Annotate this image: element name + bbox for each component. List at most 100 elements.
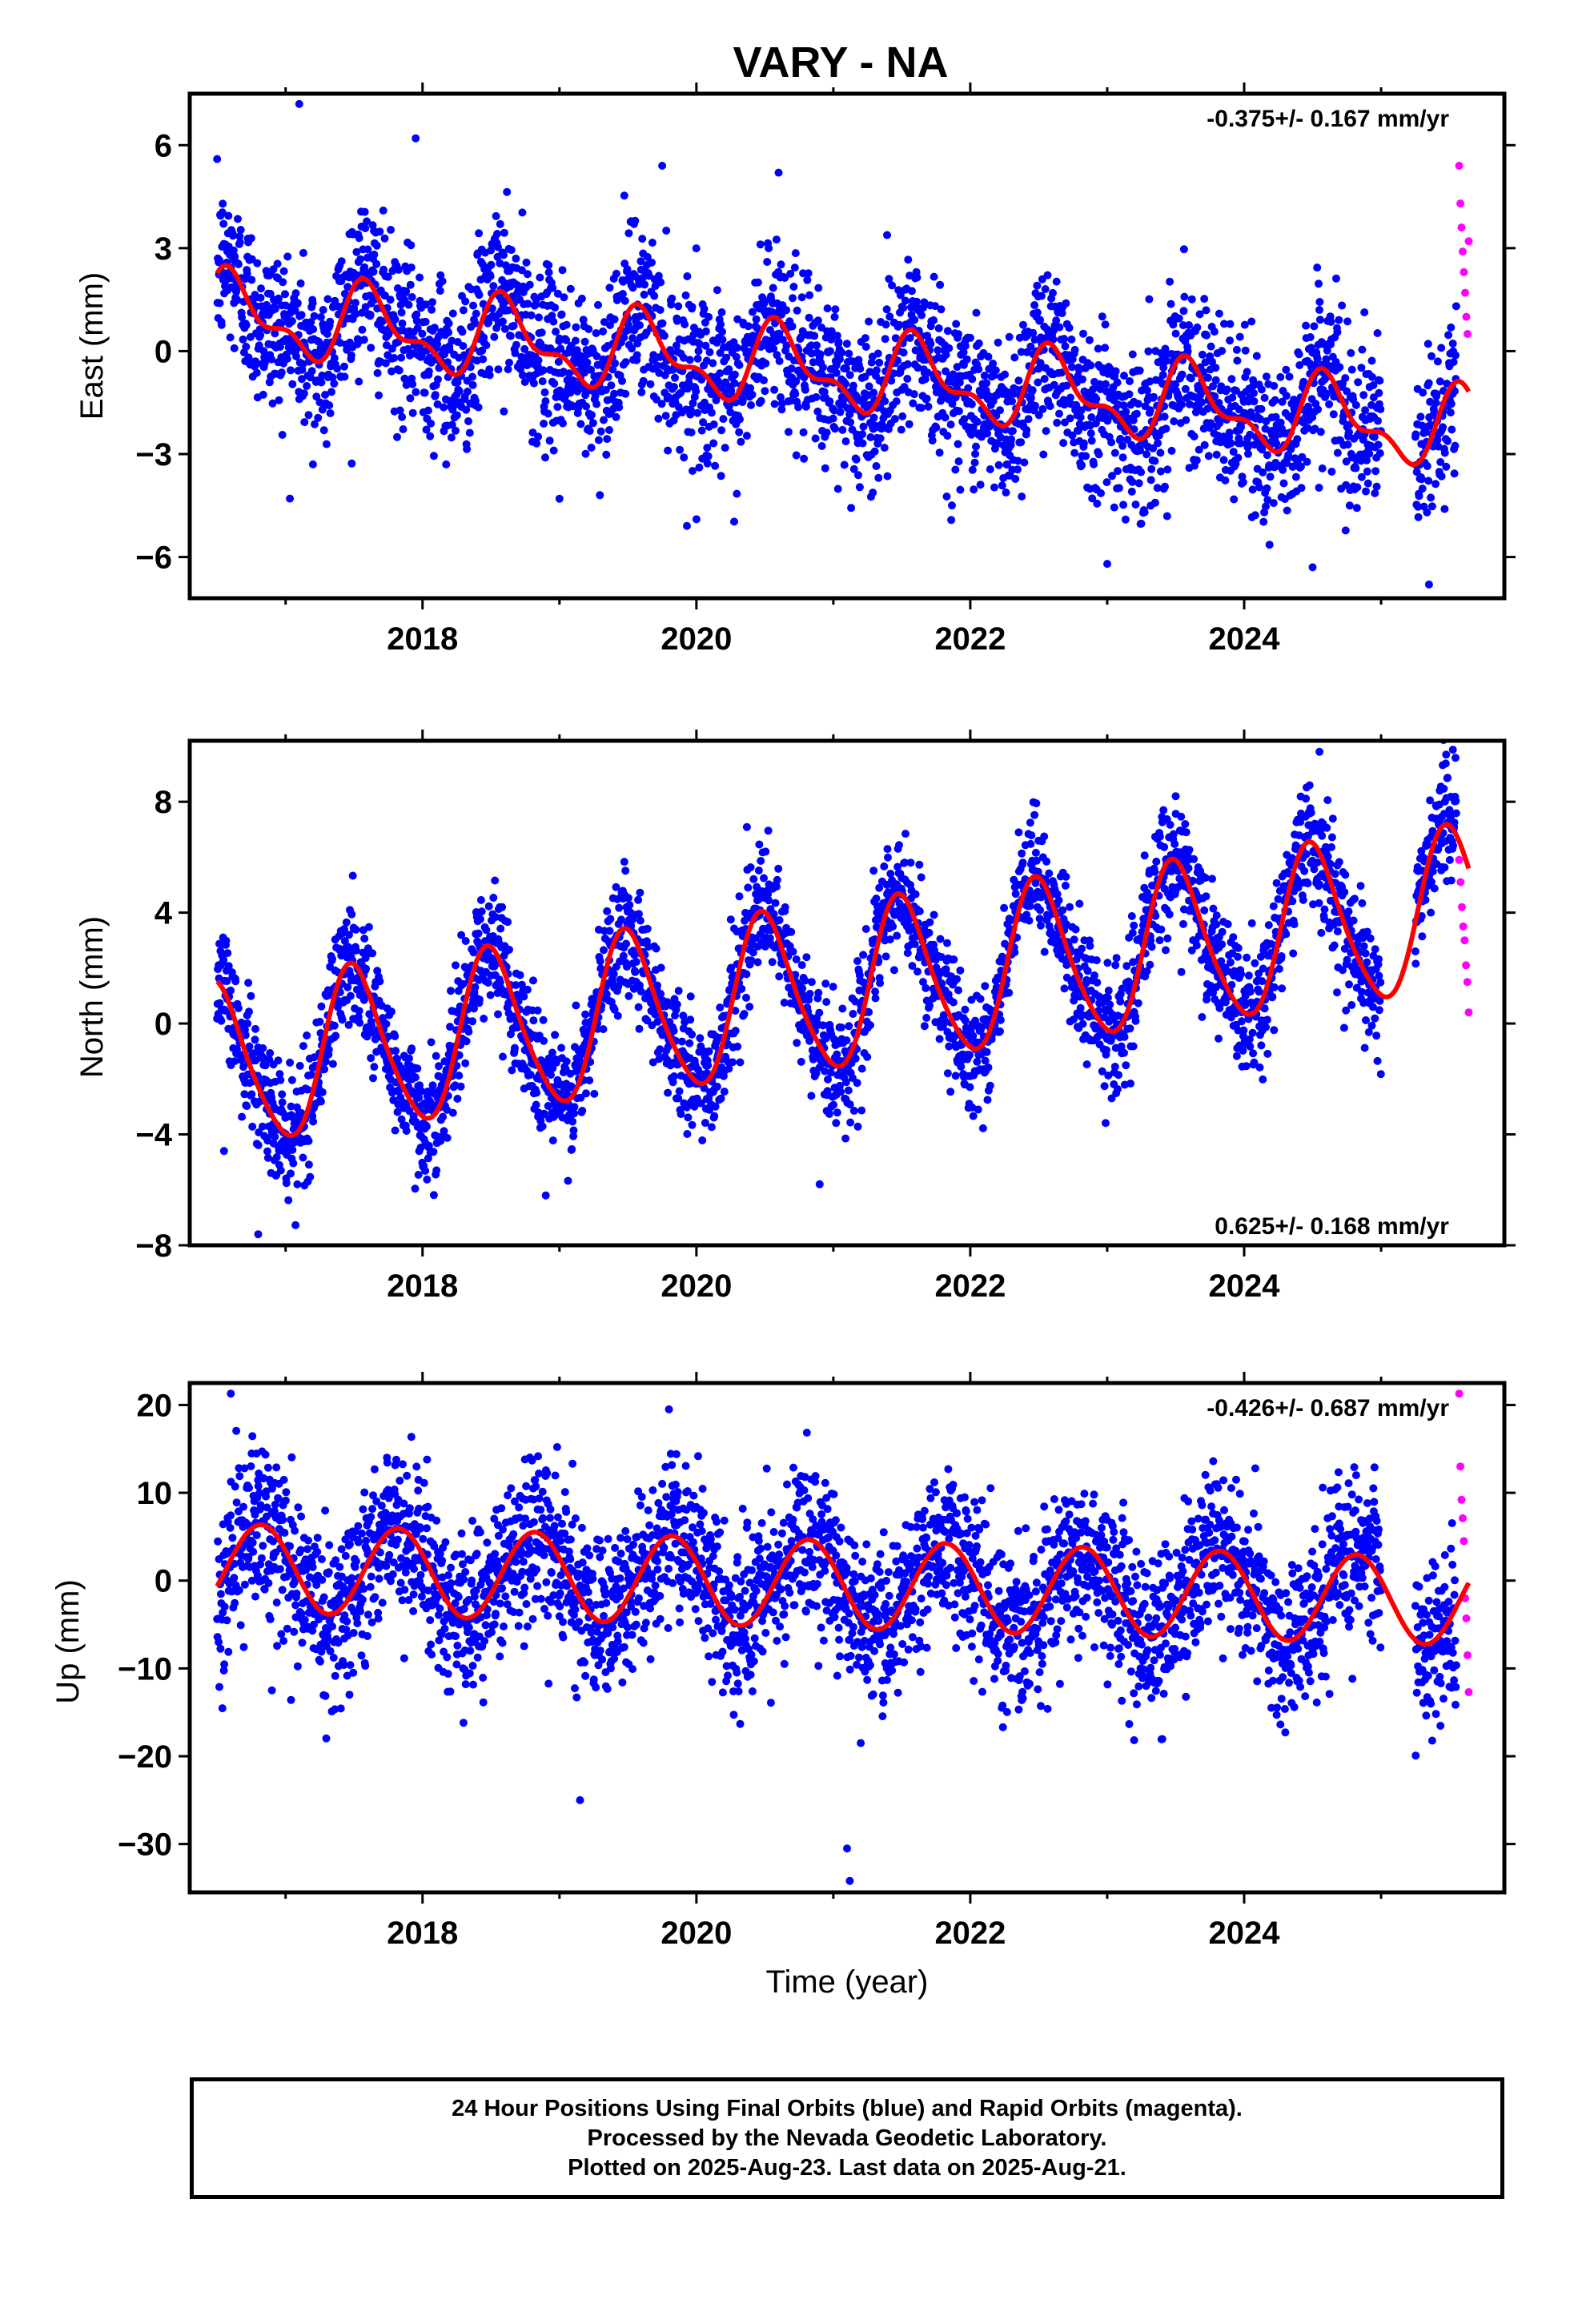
data-point (801, 385, 809, 394)
data-point (875, 358, 884, 367)
data-point (1452, 351, 1460, 360)
data-point (833, 1050, 841, 1059)
data-point (833, 332, 841, 340)
data-point (590, 1089, 599, 1098)
data-point (1055, 409, 1063, 418)
data-point (444, 328, 453, 337)
data-point (1119, 401, 1128, 410)
data-point (849, 1107, 858, 1115)
data-point (477, 907, 486, 916)
data-point (458, 328, 467, 336)
data-point (722, 353, 731, 362)
data-point (769, 910, 778, 919)
data-point (1079, 329, 1087, 338)
data-point (874, 473, 883, 482)
data-point (404, 300, 413, 309)
data-point (822, 428, 831, 437)
data-point (440, 1127, 448, 1136)
data-point (1343, 387, 1351, 396)
data-point (942, 351, 950, 359)
data-point (337, 257, 346, 266)
data-point (247, 1090, 256, 1099)
data-point (475, 229, 484, 238)
rapid-point (1456, 199, 1465, 208)
data-point (494, 1010, 502, 1019)
data-point (219, 955, 228, 964)
data-point (1447, 400, 1456, 408)
data-point (954, 330, 962, 339)
data-point (1040, 375, 1049, 384)
data-point (637, 388, 646, 396)
data-point (1306, 333, 1315, 341)
data-point (608, 365, 617, 374)
data-point (1251, 511, 1259, 520)
data-point (1414, 513, 1423, 521)
data-point (631, 967, 640, 976)
data-point (883, 472, 892, 480)
data-point (1338, 301, 1347, 310)
data-point (1024, 415, 1033, 424)
data-point (587, 365, 596, 374)
data-point (255, 341, 263, 350)
data-point (632, 351, 641, 360)
data-point (968, 375, 977, 384)
data-point (1418, 485, 1427, 493)
data-point (607, 381, 616, 390)
data-point (833, 485, 842, 493)
data-point (646, 380, 655, 388)
data-point (351, 310, 360, 318)
data-point (455, 387, 464, 396)
data-point (571, 336, 580, 345)
data-point (945, 344, 954, 352)
data-point (494, 365, 503, 374)
data-point (847, 504, 856, 513)
data-point (966, 333, 974, 342)
data-point (393, 1108, 402, 1116)
data-point (1101, 320, 1110, 329)
y-tick-label: 3 (155, 231, 172, 267)
data-point (679, 353, 688, 362)
data-point (657, 400, 666, 408)
data-point (617, 915, 625, 924)
data-point (672, 411, 681, 420)
data-point (548, 283, 557, 292)
data-point (1444, 331, 1453, 340)
data-point (498, 903, 507, 911)
data-point (536, 273, 544, 282)
data-point (700, 304, 709, 313)
data-point (238, 1112, 247, 1121)
data-point (511, 349, 520, 358)
data-point (1212, 450, 1221, 459)
data-point (387, 344, 396, 353)
data-point (842, 364, 850, 373)
data-point (727, 963, 736, 972)
data-point (986, 465, 994, 473)
data-point (753, 958, 762, 967)
data-point (1427, 493, 1435, 502)
data-point (1049, 335, 1058, 344)
data-point (621, 389, 630, 398)
data-point (1345, 428, 1353, 436)
data-point (777, 399, 786, 408)
data-point (331, 1031, 340, 1040)
data-point (421, 1167, 430, 1175)
data-point (581, 1010, 590, 1019)
data-point (243, 1019, 252, 1028)
data-point (408, 380, 417, 388)
data-point (428, 298, 436, 307)
data-point (291, 306, 299, 315)
data-point (683, 272, 692, 280)
data-point (1192, 456, 1201, 464)
data-point (1034, 378, 1042, 387)
data-point (1008, 427, 1017, 436)
data-point (917, 311, 926, 320)
data-point (448, 1108, 457, 1117)
data-point (1147, 464, 1156, 473)
data-point (452, 411, 461, 420)
data-point (943, 327, 952, 336)
data-point (476, 915, 484, 923)
data-point (761, 847, 770, 856)
data-point (464, 388, 472, 396)
data-point (504, 365, 512, 374)
data-point (730, 370, 739, 379)
